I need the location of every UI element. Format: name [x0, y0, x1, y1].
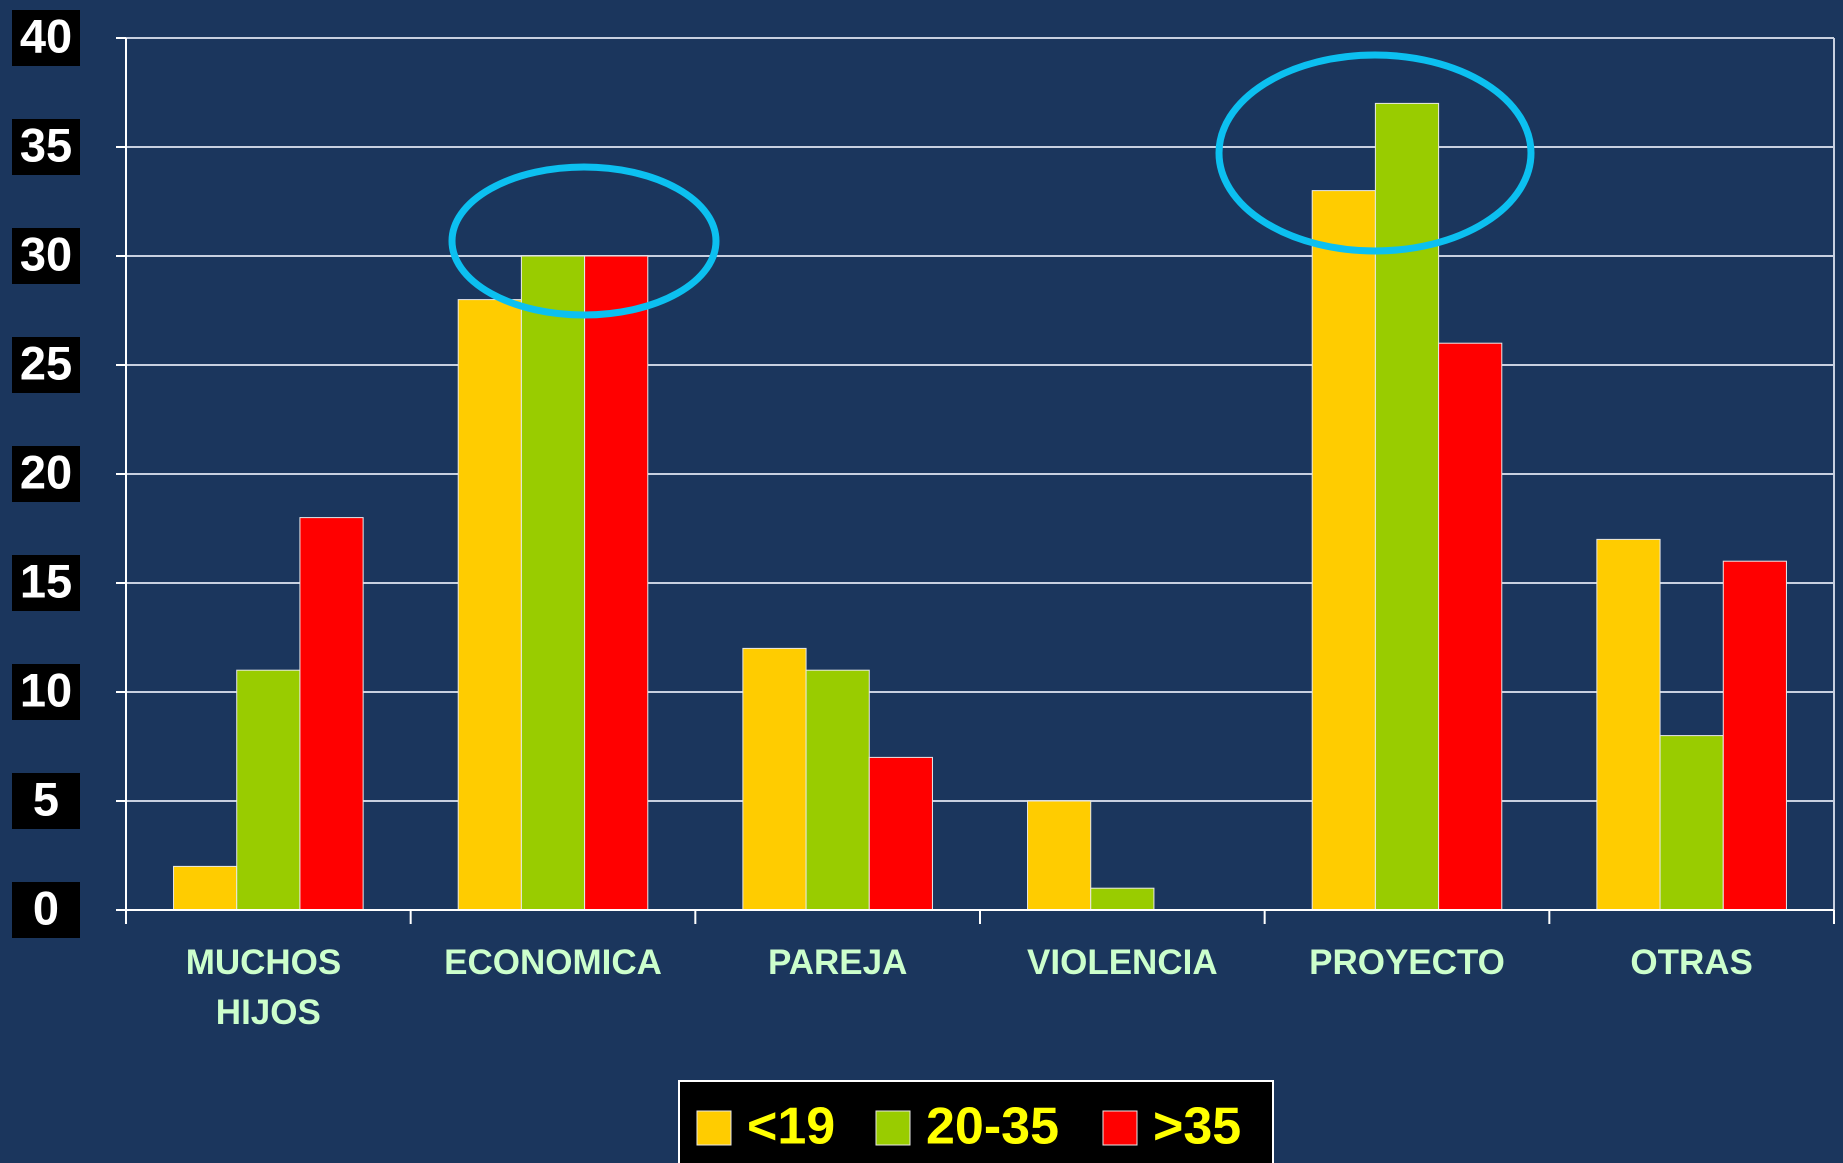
- x-tick-label: PROYECTO: [1309, 943, 1505, 982]
- y-tick-label: 0: [33, 881, 59, 934]
- legend-swatch: [1102, 1110, 1138, 1146]
- bar: [1090, 887, 1155, 911]
- highlight-ellipse: [1215, 51, 1535, 255]
- bar: [1374, 102, 1440, 911]
- y-tick-label: 5: [33, 772, 59, 825]
- y-tick-label-bg: [12, 555, 80, 611]
- y-tick-label-bg: [12, 664, 80, 720]
- bar: [868, 756, 933, 911]
- bar: [520, 255, 586, 911]
- bar: [236, 669, 301, 911]
- x-tick-label: VIOLENCIA: [1027, 943, 1218, 982]
- bar: [457, 299, 522, 911]
- legend: <19 20-35 >35: [678, 1080, 1274, 1163]
- bar: [299, 517, 364, 911]
- bar: [1311, 190, 1376, 911]
- y-tick-label: 15: [20, 554, 72, 607]
- bar: [1596, 538, 1661, 911]
- x-tick-label: MUCHOS HIJOS: [186, 943, 351, 1032]
- y-tick-label: 10: [20, 663, 72, 716]
- highlight-ellipse: [448, 163, 720, 319]
- bar: [584, 255, 649, 911]
- bar: [1722, 560, 1787, 911]
- legend-swatch: [875, 1110, 911, 1146]
- y-tick-label: 25: [20, 336, 72, 389]
- y-tick-label-bg: [12, 337, 80, 393]
- bar: [805, 669, 870, 911]
- y-tick-label-bg: [12, 119, 80, 175]
- y-tick-label-bg: [12, 882, 80, 938]
- legend-label: <19: [747, 1098, 835, 1156]
- y-tick-label: 30: [20, 227, 72, 280]
- y-tick-label-bg: [12, 228, 80, 284]
- x-tick-label: ECONOMICA: [444, 943, 662, 982]
- y-tick-label-bg: [12, 10, 80, 66]
- bar: [1027, 800, 1092, 911]
- x-tick-label: OTRAS: [1630, 943, 1753, 982]
- bar: [173, 865, 238, 911]
- legend-box: [678, 1080, 1274, 1163]
- legend-label: >35: [1153, 1098, 1241, 1156]
- y-tick-label: 20: [20, 445, 72, 498]
- legend-label: 20-35: [926, 1098, 1059, 1156]
- y-tick-label-bg: [12, 446, 80, 502]
- legend-swatch: [696, 1110, 732, 1146]
- y-tick-label-bg: [12, 773, 80, 829]
- bar: [742, 647, 807, 911]
- x-tick-label: PAREJA: [768, 943, 907, 982]
- y-tick-label: 40: [20, 9, 72, 62]
- y-tick-label: 35: [20, 118, 72, 171]
- bar: [1438, 342, 1503, 911]
- bar: [1659, 735, 1724, 911]
